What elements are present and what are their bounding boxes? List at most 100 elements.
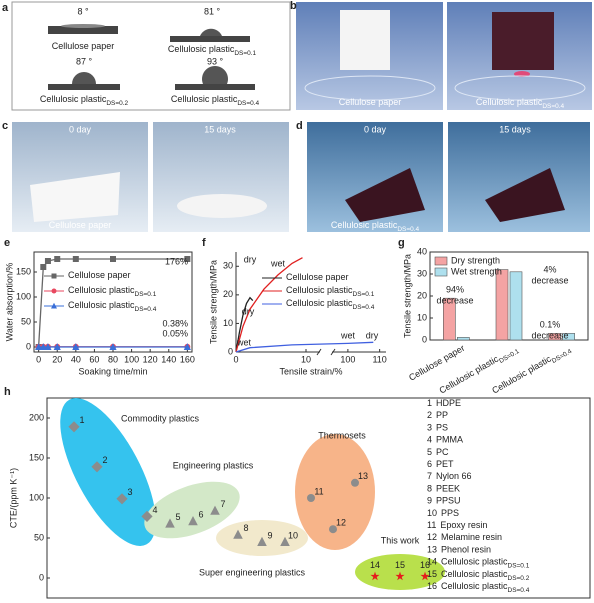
point-label: 3 — [127, 487, 132, 497]
plastic-sample — [345, 168, 425, 222]
axis-break — [316, 348, 322, 356]
list-name: Epoxy resin — [440, 520, 487, 530]
marker — [395, 571, 405, 581]
list-name: PC — [436, 447, 449, 457]
photo-caption: Cellulosic plasticDS=0.4 — [476, 97, 565, 110]
list-name: Melamine resin — [441, 533, 502, 543]
y-axis-title: Tensile strength/MPa — [402, 254, 412, 338]
panel-label: c — [2, 120, 8, 132]
y-tick-label: 150 — [16, 266, 31, 276]
list-item: 1 HDPE — [427, 398, 461, 408]
y-tick-label: 100 — [29, 492, 44, 502]
droplet — [202, 66, 229, 84]
group-label: Engineering plastics — [173, 460, 254, 470]
y-tick-label: 30 — [223, 261, 233, 271]
list-number: 7 — [427, 472, 432, 482]
legend-label: Cellulosic plasticDS=0.1 — [286, 285, 375, 298]
list-sub: DS=0.2 — [508, 575, 530, 582]
substrate — [48, 84, 120, 90]
point-label: 4 — [152, 505, 157, 515]
axis-break — [330, 348, 336, 356]
marker — [44, 258, 51, 264]
sample-name: Cellulosic plasticDS=0.1 — [168, 44, 257, 57]
group-ellipse — [295, 434, 375, 550]
panel-label: a — [2, 2, 9, 14]
marker — [370, 571, 380, 581]
list-number: 13 — [427, 545, 437, 555]
x-axis-title: Soaking time/min — [78, 366, 147, 376]
y-tick-label: 20 — [417, 290, 427, 300]
list-number: 14 — [427, 557, 437, 567]
list-number: 6 — [427, 459, 432, 469]
sample-name-main: Cellulosic plastic — [168, 44, 235, 54]
list-name: PPS — [441, 508, 459, 518]
list-name: Cellulosic plastic — [441, 557, 508, 567]
list-name: Cellulosic plastic — [441, 581, 508, 591]
photo-caption-main: Cellulose paper — [49, 220, 112, 230]
marker — [233, 529, 243, 539]
legend-label: Cellulosic plasticDS=0.4 — [286, 298, 375, 311]
list-name: PS — [436, 423, 448, 433]
x-tick-label: 60 — [89, 354, 99, 364]
point-label: 1 — [79, 415, 84, 425]
panel-label: h — [4, 386, 11, 398]
list-item: 16 Cellulosic plasticDS=0.4 — [427, 581, 530, 594]
legend-label-main: Cellulosic plastic — [286, 285, 353, 295]
photo-caption-sub: DS=0.4 — [542, 103, 564, 110]
sample-name-main: Cellulose paper — [52, 41, 115, 51]
photo-caption: Cellulose paper — [49, 220, 112, 230]
droplet — [514, 71, 530, 77]
marker — [110, 256, 116, 262]
legend-label-sub: DS=0.1 — [353, 291, 375, 298]
legend-label: Cellulose paper — [286, 272, 349, 282]
point-label: 15 — [395, 560, 405, 570]
bar — [457, 337, 470, 341]
point-label: 8 — [243, 523, 248, 533]
y-tick-label: 0 — [39, 572, 44, 582]
marker — [39, 343, 47, 350]
legend-label-main: Cellulosic plastic — [68, 300, 135, 310]
x-tick-label: 100 — [124, 354, 139, 364]
legend-label: Cellulosic plasticDS=0.4 — [68, 300, 157, 313]
list-item: 6 PET — [427, 459, 454, 469]
panel-d-photos — [307, 122, 590, 232]
panel-h-background — [46, 397, 591, 599]
y-tick-label: 200 — [29, 412, 44, 422]
paper-pulp — [177, 194, 267, 218]
point-label: 9 — [267, 530, 272, 540]
legend-label-sub: DS=0.4 — [353, 304, 375, 311]
legend-swatch — [434, 256, 448, 266]
marker — [165, 518, 175, 528]
marker — [183, 343, 191, 350]
x-tick-label: 140 — [161, 354, 176, 364]
sample-name: Cellulose paper — [52, 41, 115, 51]
marker — [420, 571, 430, 581]
x-tick-label: 40 — [71, 354, 81, 364]
legend-label: Wet strength — [451, 266, 502, 276]
panel-label: b — [290, 0, 297, 12]
legend-label-main: Cellulose paper — [286, 272, 349, 282]
legend-label-main: Cellulosic plastic — [286, 298, 353, 308]
point-label: 5 — [175, 512, 180, 522]
legend-label-sub: DS=0.1 — [135, 291, 157, 298]
x-tick-label: 0 — [233, 354, 238, 364]
dish — [304, 75, 436, 101]
y-tick-label: 100 — [16, 291, 31, 301]
marker — [307, 494, 315, 502]
plastic-sample — [492, 12, 554, 70]
annotation: wet — [236, 337, 252, 347]
list-item: 8 PEEK — [427, 484, 460, 494]
panel-b-photos — [296, 2, 592, 110]
annotation: 0.1% — [540, 319, 561, 329]
marker — [54, 256, 61, 262]
panel-label: d — [296, 120, 303, 132]
annotation: 4% — [543, 264, 556, 274]
annotation: decrease — [531, 275, 568, 285]
sample-name-sub: DS=0.1 — [234, 50, 256, 57]
list-number: 11 — [427, 520, 436, 530]
annotation: decrease — [436, 295, 473, 305]
photo-caption-main: Cellulose paper — [339, 97, 402, 107]
list-item: 12 Melamine resin — [427, 533, 502, 543]
point-label: 2 — [102, 455, 107, 465]
